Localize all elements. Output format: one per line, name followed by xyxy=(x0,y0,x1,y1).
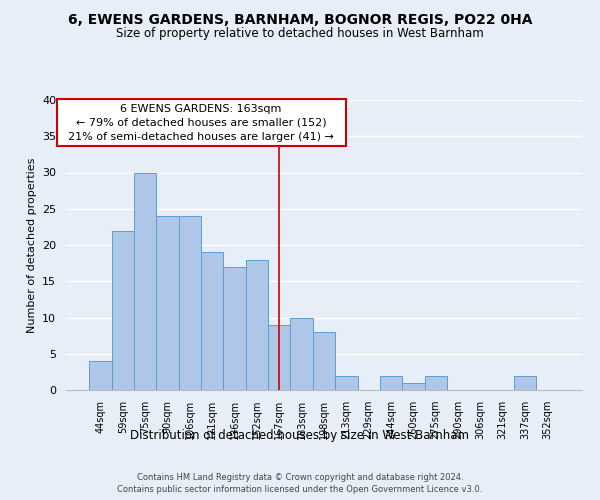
Bar xyxy=(179,216,201,390)
Bar xyxy=(157,216,179,390)
Bar xyxy=(246,260,268,390)
Text: 6 EWENS GARDENS: 163sqm  
  ← 79% of detached houses are smaller (152)  
  21% o: 6 EWENS GARDENS: 163sqm ← 79% of detache… xyxy=(61,104,341,142)
Bar xyxy=(268,325,290,390)
Bar xyxy=(112,230,134,390)
Bar xyxy=(335,376,358,390)
Bar xyxy=(380,376,402,390)
Text: 6, EWENS GARDENS, BARNHAM, BOGNOR REGIS, PO22 0HA: 6, EWENS GARDENS, BARNHAM, BOGNOR REGIS,… xyxy=(68,12,532,26)
Text: Contains HM Land Registry data © Crown copyright and database right 2024.: Contains HM Land Registry data © Crown c… xyxy=(137,473,463,482)
Bar xyxy=(402,383,425,390)
Bar xyxy=(290,318,313,390)
Text: Contains public sector information licensed under the Open Government Licence v3: Contains public sector information licen… xyxy=(118,484,482,494)
Bar xyxy=(201,252,223,390)
Text: Size of property relative to detached houses in West Barnham: Size of property relative to detached ho… xyxy=(116,28,484,40)
Text: Distribution of detached houses by size in West Barnham: Distribution of detached houses by size … xyxy=(131,428,470,442)
Bar xyxy=(134,172,157,390)
Bar xyxy=(89,361,112,390)
Y-axis label: Number of detached properties: Number of detached properties xyxy=(26,158,37,332)
Bar xyxy=(425,376,447,390)
Bar xyxy=(223,267,246,390)
Bar xyxy=(514,376,536,390)
Bar xyxy=(313,332,335,390)
